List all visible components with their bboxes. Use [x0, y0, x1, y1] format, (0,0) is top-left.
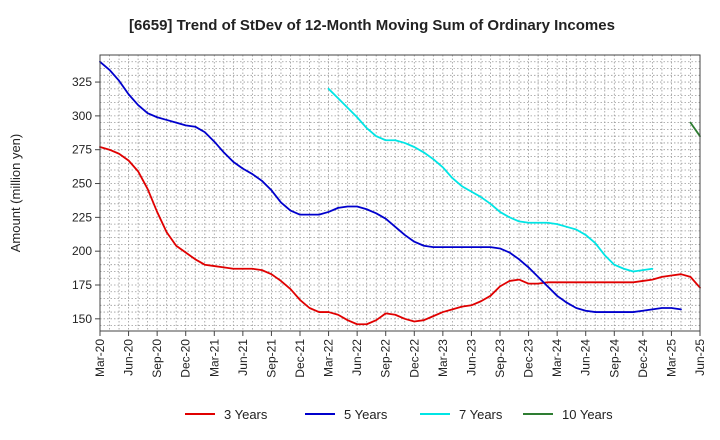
x-tick-label: Dec-23: [522, 339, 536, 378]
series-line-7-years: [327, 87, 654, 273]
x-tick-label: Dec-24: [636, 339, 650, 378]
x-axis: Mar-20 Jun-20 Sep-20 Dec-20 Mar-21 Jun-21 Sep-…: [93, 331, 707, 378]
x-tick-label: Mar-20: [93, 339, 107, 377]
chart-title: [6659] Trend of StDev of 12-Month Moving…: [129, 17, 615, 34]
x-tick-label: Dec-22: [407, 339, 421, 378]
y-tick-label: 225: [72, 210, 92, 224]
series-layer: [99, 60, 701, 326]
x-tick-label: Sep-22: [379, 339, 393, 378]
x-tick-label: Mar-24: [550, 339, 564, 377]
legend-label: 5 Years: [344, 407, 388, 422]
y-tick-label: 200: [72, 244, 92, 258]
y-tick-label: 300: [72, 109, 92, 123]
x-tick-label: Sep-23: [493, 339, 507, 378]
y-tick-label: 175: [72, 278, 92, 292]
legend-label: 3 Years: [224, 407, 268, 422]
x-tick-label: Mar-21: [207, 339, 221, 377]
series-line-3-years: [99, 146, 701, 326]
grid: [100, 55, 700, 331]
x-tick-label: Sep-21: [264, 339, 278, 378]
x-tick-label: Jun-25: [693, 339, 707, 376]
y-axis-label: Amount (million yen): [8, 134, 23, 253]
y-tick-label: 250: [72, 177, 92, 191]
x-tick-label: Sep-20: [150, 339, 164, 378]
x-tick-label: Jun-23: [464, 339, 478, 376]
y-tick-label: 150: [72, 312, 92, 326]
series-line-5-years: [99, 60, 682, 313]
y-tick-label: 325: [72, 75, 92, 89]
x-tick-label: Jun-20: [122, 339, 136, 376]
x-tick-label: Jun-22: [350, 339, 364, 376]
legend-label: 7 Years: [459, 407, 503, 422]
plot-frame: [99, 54, 701, 332]
x-tick-label: Mar-22: [322, 339, 336, 377]
x-tick-label: Sep-24: [607, 339, 621, 378]
x-tick-label: Jun-21: [236, 339, 250, 376]
legend-label: 10 Years: [562, 407, 613, 422]
x-tick-label: Mar-23: [436, 339, 450, 377]
x-tick-label: Mar-25: [664, 339, 678, 377]
series-line-10-years: [689, 121, 701, 138]
x-tick-label: Dec-20: [179, 339, 193, 378]
x-tick-label: Jun-24: [579, 339, 593, 376]
y-tick-label: 275: [72, 143, 92, 157]
legend: 3 Years 5 Years 7 Years 10 Years: [185, 407, 613, 422]
x-tick-label: Dec-21: [293, 339, 307, 378]
y-axis: 150 175 200 225 250 275 300 325: [72, 75, 100, 326]
